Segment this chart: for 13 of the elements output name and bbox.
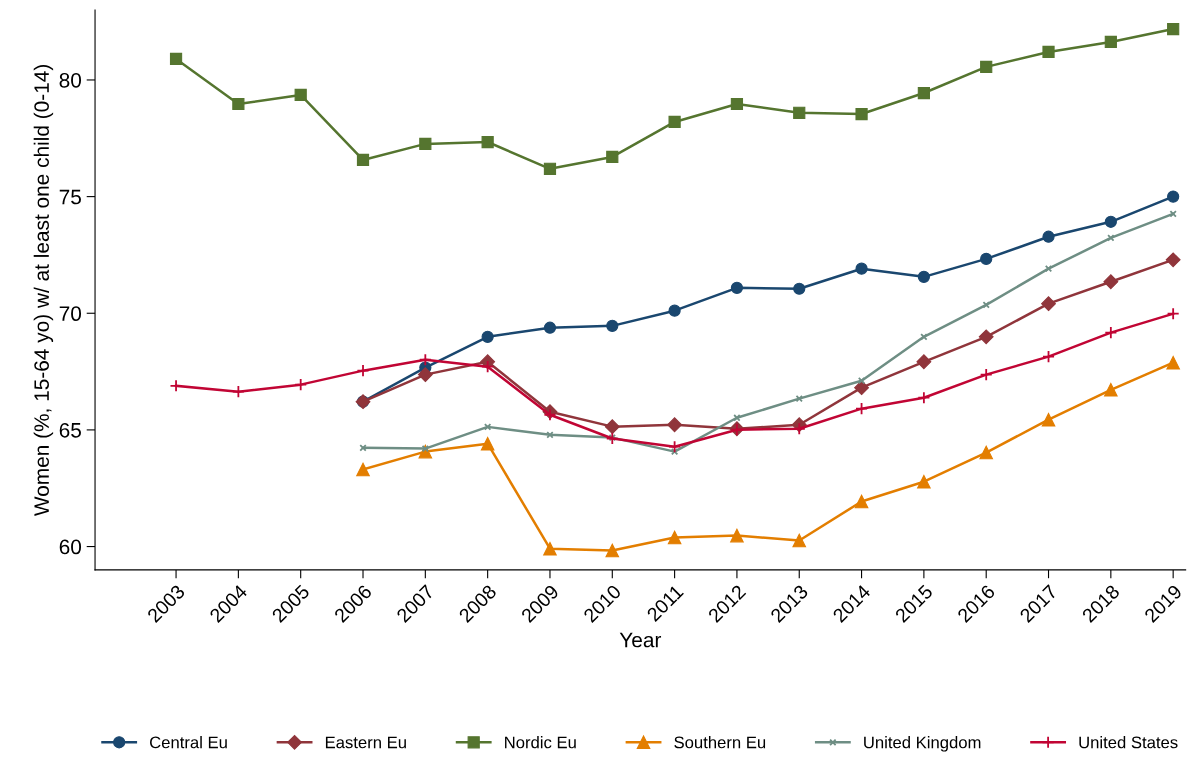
x-axis-title: Year xyxy=(619,632,662,648)
legend-label: United Kingdom xyxy=(864,736,981,752)
y-tick-label: 75 xyxy=(59,189,81,205)
legend-label: Eastern Eu xyxy=(325,736,406,749)
y-tick-label: 60 xyxy=(59,539,82,555)
legend-label: Nordic Eu xyxy=(505,736,576,749)
y-tick-label: 70 xyxy=(59,306,82,322)
y-axis-title: Women (%, 15-64 yo) w/ at least one child (0-14) xyxy=(33,65,54,517)
y-tick-label: 80 xyxy=(59,72,82,88)
legend-label: Southern Eu xyxy=(674,736,766,749)
y-tick-label: 65 xyxy=(59,422,81,438)
legend-label: Central Eu xyxy=(150,736,227,749)
legend-label: United States xyxy=(1079,736,1178,749)
